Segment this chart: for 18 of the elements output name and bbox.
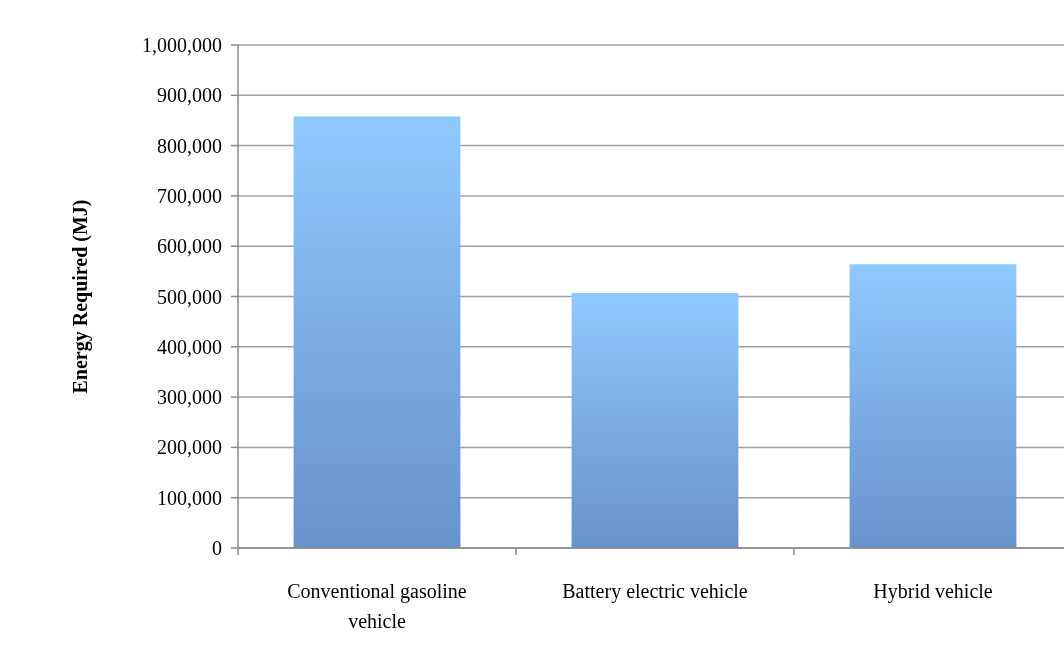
y-tick-label: 800,000 [157,134,222,157]
y-tick-label: 200,000 [157,436,222,459]
x-tick-label: Conventional gasoline vehicle [287,580,467,632]
bar [571,292,739,548]
y-tick-label: 400,000 [157,335,222,358]
y-tick-label: 700,000 [157,184,222,207]
y-axis-title: Energy Required (MJ) [69,199,92,394]
x-tick-label: Hybrid vehicle [873,580,993,603]
y-tick-label: 100,000 [157,486,222,509]
bar [293,116,461,548]
y-tick-label: 300,000 [157,386,222,409]
x-tick-label: Battery electric vehicle [562,580,748,603]
y-tick-label: 0 [212,537,222,559]
bar [849,264,1017,548]
y-tick-label: 900,000 [157,84,222,107]
y-tick-label: 500,000 [157,285,222,308]
y-tick-label: 1,000,000 [142,34,222,56]
y-tick-label: 600,000 [157,235,222,258]
